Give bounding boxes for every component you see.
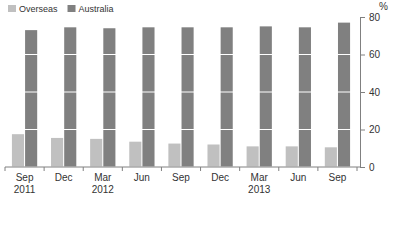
x-tick-label: Jun <box>134 172 150 183</box>
x-tick-label: Mar2013 <box>248 172 271 195</box>
y-tick-label: 20 <box>369 124 381 135</box>
y-axis-title: % <box>379 1 388 12</box>
legend-item: Australia <box>68 4 114 14</box>
x-tick-mark <box>278 167 279 171</box>
bar <box>286 146 298 167</box>
bar <box>103 28 115 167</box>
legend-swatch <box>68 5 76 12</box>
x-axis: Sep2011 Dec Mar2012 Jun Sep Dec Mar2013 Jun Sep <box>5 167 360 195</box>
x-tick-mark <box>317 167 318 171</box>
bar <box>299 27 311 167</box>
x-tick-mark <box>122 167 123 171</box>
grid <box>5 17 357 167</box>
x-tick-mark <box>357 167 358 171</box>
grid-line <box>5 92 357 93</box>
bar <box>142 27 154 167</box>
x-tick-mark <box>5 167 6 171</box>
grid-line <box>5 17 357 18</box>
y-tick: 80 <box>360 12 381 23</box>
x-tick-label: Sep2011 <box>14 172 36 195</box>
chart: 0 20 40 60 80 Sep2011 Dec Mar2012 Jun Sep Dec Mar20… <box>0 0 397 227</box>
y-tick-label: 0 <box>369 162 375 173</box>
bar <box>168 144 180 167</box>
bar <box>325 147 337 167</box>
legend-item: Overseas <box>8 4 58 14</box>
y-tick-label: 60 <box>369 49 381 60</box>
series-1 <box>25 23 350 167</box>
y-tick-mark <box>360 17 365 18</box>
x-tick-mark <box>161 167 162 171</box>
legend-label: Australia <box>79 4 114 14</box>
bar <box>338 23 350 167</box>
y-tick: 20 <box>360 124 381 135</box>
bar <box>25 30 37 167</box>
y-axis-line <box>361 18 366 168</box>
x-tick-mark <box>83 167 84 171</box>
y-tick: 40 <box>360 87 381 98</box>
bar <box>221 27 233 167</box>
legend-swatch <box>8 5 16 12</box>
x-tick-mark <box>239 167 240 171</box>
bar <box>260 26 272 167</box>
grid-line <box>5 54 357 55</box>
y-tick-mark <box>360 130 365 131</box>
x-tick-label: Dec <box>55 172 73 183</box>
bar <box>90 139 102 167</box>
y-tick-mark <box>360 92 365 93</box>
legend-label: Overseas <box>19 4 58 14</box>
series-0 <box>12 134 337 167</box>
x-tick-label: Sep <box>329 172 347 183</box>
bar <box>64 27 76 167</box>
x-tick-label: Sep <box>172 172 190 183</box>
bar <box>12 134 24 167</box>
bar <box>207 145 219 168</box>
plot-area <box>12 23 350 167</box>
x-axis-line <box>5 167 360 168</box>
y-axis: 0 20 40 60 80 <box>360 12 381 173</box>
y-tick-mark <box>360 167 365 168</box>
grid-line <box>5 129 357 130</box>
bar <box>247 146 259 167</box>
y-tick-label: 80 <box>369 12 381 23</box>
y-tick-label: 40 <box>369 87 381 98</box>
x-tick-mark <box>44 167 45 171</box>
bar <box>51 138 63 167</box>
x-tick-label: Mar2012 <box>92 172 115 195</box>
legend: Overseas Australia <box>8 4 114 14</box>
bar <box>182 27 194 167</box>
y-tick: 0 <box>360 162 375 173</box>
x-tick-label: Jun <box>290 172 306 183</box>
x-tick-label: Dec <box>211 172 229 183</box>
bar <box>129 142 141 167</box>
y-tick: 60 <box>360 49 381 60</box>
x-tick-mark <box>200 167 201 171</box>
y-tick-mark <box>360 55 365 56</box>
